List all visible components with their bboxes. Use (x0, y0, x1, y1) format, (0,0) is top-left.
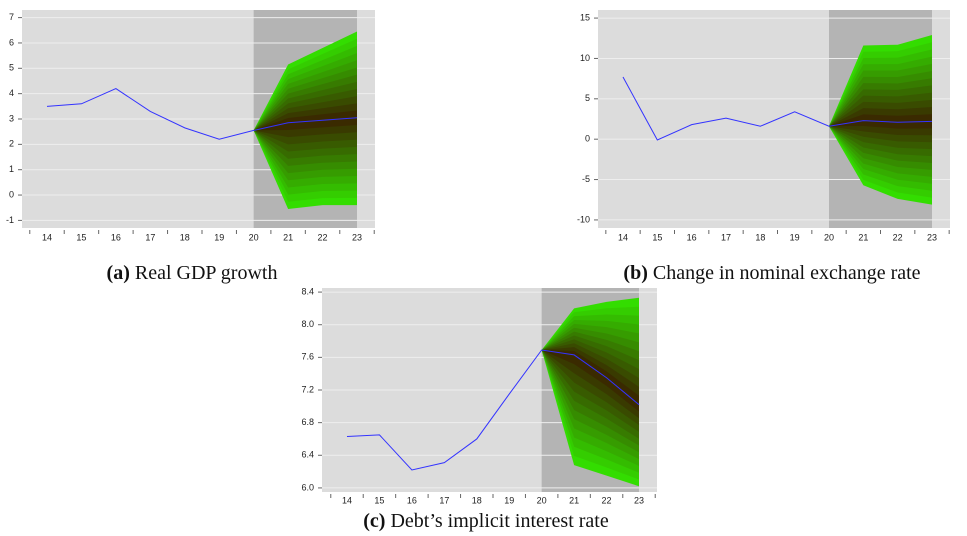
caption: (a) Real GDP growth (107, 262, 278, 284)
x-tick-label: 15 (374, 495, 384, 505)
y-tick-label: 6.8 (301, 417, 314, 427)
y-tick-label: 6 (9, 37, 14, 47)
x-tick-label: 23 (927, 232, 937, 242)
y-tick-label: 8.4 (301, 286, 314, 296)
x-tick-label: 22 (893, 232, 903, 242)
y-tick-label: 7.6 (301, 352, 314, 362)
y-tick-label: 5 (9, 63, 14, 73)
y-tick-label: 5 (585, 93, 590, 103)
x-tick-label: 15 (76, 232, 86, 242)
x-tick-label: 22 (602, 495, 612, 505)
x-tick-label: 21 (569, 495, 579, 505)
caption-label: (c) (363, 510, 385, 532)
y-tick-label: 7.2 (301, 384, 314, 394)
y-tick-label: 0 (585, 134, 590, 144)
x-tick-label: 14 (342, 495, 352, 505)
fan-shade (253, 110, 357, 131)
x-tick-label: 21 (858, 232, 868, 242)
x-tick-label: 20 (249, 232, 259, 242)
y-tick-label: -10 (577, 214, 590, 224)
x-tick-label: 20 (824, 232, 834, 242)
x-tick-label: 19 (790, 232, 800, 242)
line (346, 349, 640, 471)
caption: (b) Change in nominal exchange rate (623, 262, 920, 284)
x-tick-label: 18 (755, 232, 765, 242)
chart: 6.0 6.4 6.8 7.2 7.6 8.0 8.4 14 15 16 17 18 19 20 21 22 2… (301, 286, 657, 532)
y-tick-label: 3 (9, 113, 14, 123)
caption-text: Real GDP growth (135, 262, 278, 284)
line (622, 76, 933, 141)
x-tick-label: 17 (145, 232, 155, 242)
y-tick-label: 0 (9, 189, 14, 199)
y-tick-label: 2 (9, 139, 14, 149)
x-tick-label: 21 (283, 232, 293, 242)
x-tick-label: 14 (618, 232, 628, 242)
y-tick-label: 4 (9, 88, 14, 98)
x-tick-label: 22 (318, 232, 328, 242)
x-tick-label: 15 (652, 232, 662, 242)
y-tick-label: 15 (580, 12, 590, 22)
y-tick-label: -1 (6, 215, 14, 225)
fan-shade (541, 350, 639, 412)
fan-shade (541, 347, 639, 419)
x-tick-label: 14 (42, 232, 52, 242)
x-tick-label: 16 (111, 232, 121, 242)
chart: -10 -5 0 5 10 15 14 15 16 17 18 19 20 21 22 23 (b) Change… (577, 10, 950, 284)
caption-label: (b) (623, 262, 647, 284)
y-tick-label: -5 (582, 174, 590, 184)
line (46, 88, 358, 140)
y-tick-label: 7 (9, 12, 14, 22)
y-tick-label: 1 (9, 164, 14, 174)
x-tick-label: 20 (537, 495, 547, 505)
x-tick-label: 23 (634, 495, 644, 505)
x-tick-label: 16 (407, 495, 417, 505)
x-tick-label: 23 (352, 232, 362, 242)
caption-text: Debt’s implicit interest rate (390, 510, 608, 532)
x-tick-label: 16 (687, 232, 697, 242)
x-tick-label: 18 (180, 232, 190, 242)
y-tick-label: 10 (580, 53, 590, 63)
y-tick-label: 6.4 (301, 450, 314, 460)
x-tick-label: 19 (504, 495, 514, 505)
x-tick-label: 17 (439, 495, 449, 505)
caption-label: (a) (107, 262, 130, 284)
y-tick-label: 6.0 (301, 482, 314, 492)
y-tick-label: 8.0 (301, 319, 314, 329)
x-tick-label: 18 (472, 495, 482, 505)
x-tick-label: 19 (214, 232, 224, 242)
caption: (c) Debt’s implicit interest rate (363, 510, 609, 532)
x-tick-label: 17 (721, 232, 731, 242)
caption-text: Change in nominal exchange rate (653, 262, 921, 284)
